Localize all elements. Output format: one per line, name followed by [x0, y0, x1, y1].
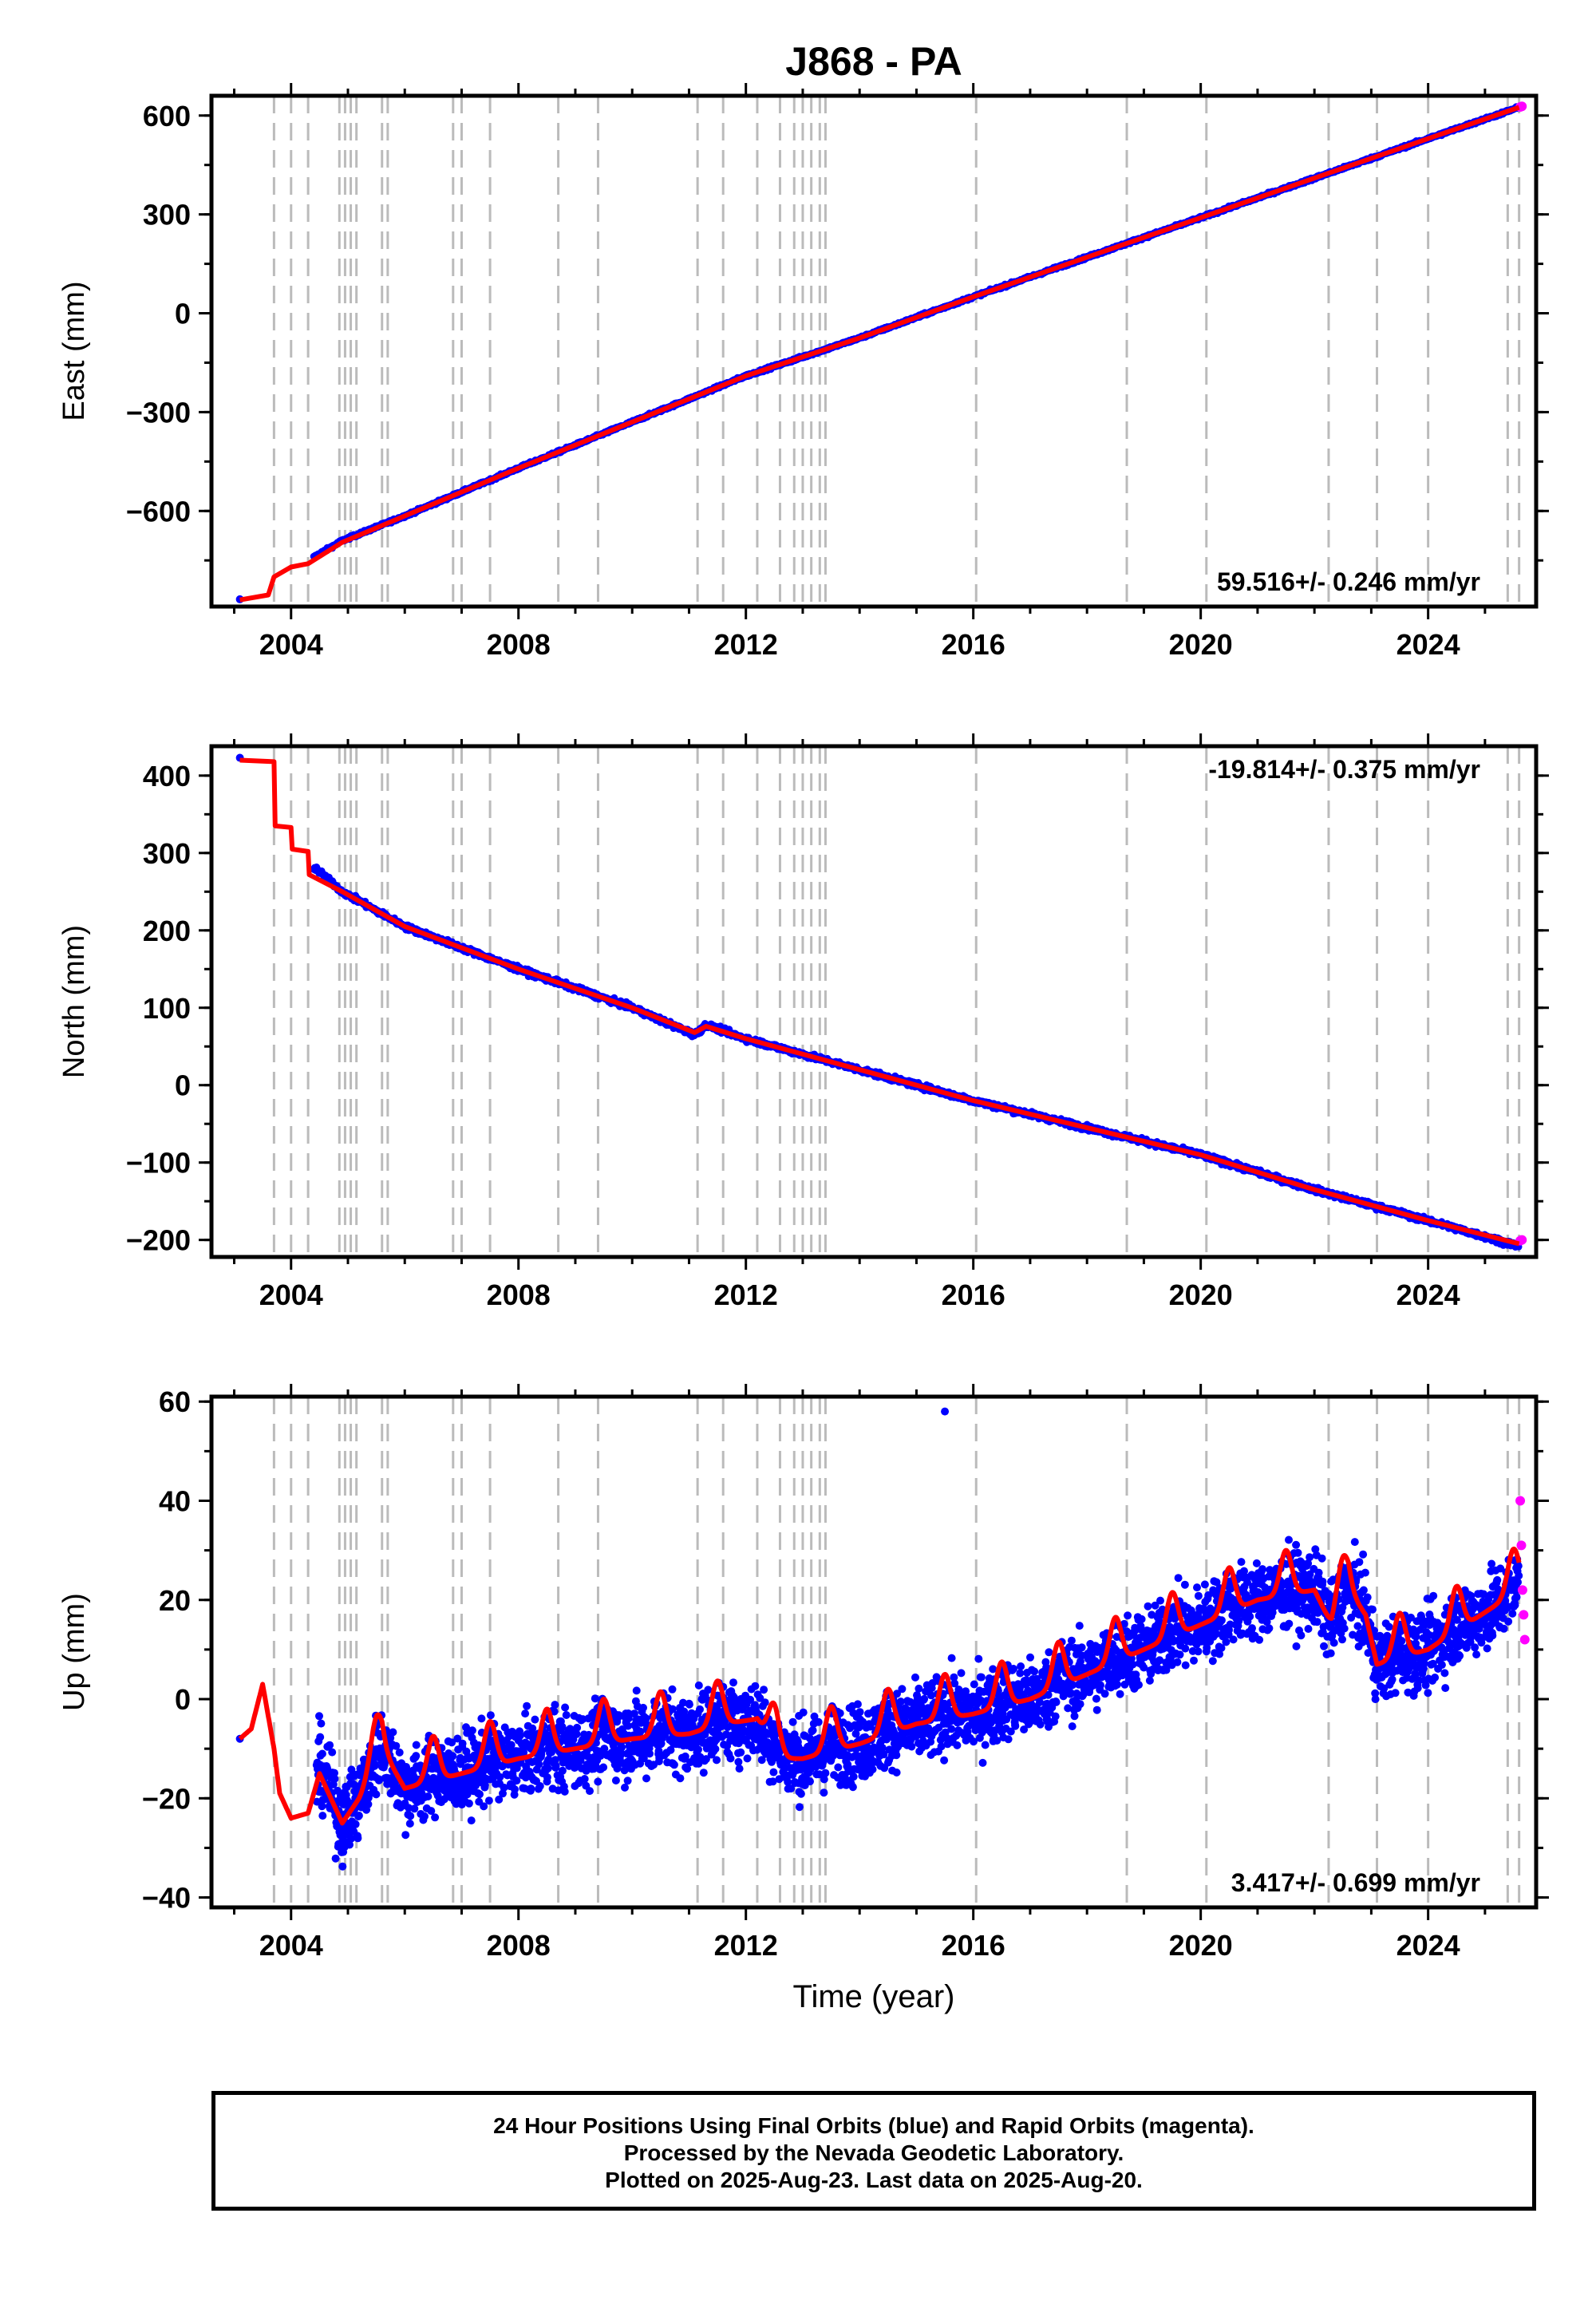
y-tick-label: 600: [143, 100, 191, 132]
y-tick-label: −300: [126, 396, 191, 429]
y-tick-label: −600: [126, 495, 191, 528]
plot-area: [235, 96, 1527, 607]
panel-1: 2004 2008 2012 2016 2020 2024 −600 −300 0 300 600 E…: [57, 83, 1549, 661]
plot-frame: [209, 93, 1539, 609]
timeseries-figure: 2004 2008 2012 2016 2020 2024 −600 −300 0 300 600 E…: [57, 83, 1549, 2014]
rate-label: 59.516+/- 0.246 mm/yr: [1217, 567, 1480, 596]
panel-2: 2004 2008 2012 2016 2020 2024−200−10001002003…: [57, 733, 1549, 1311]
y-axis-label: East (mm): [57, 281, 91, 421]
plot-title: J868 - PA: [785, 39, 962, 84]
x-tick-label: 2008: [487, 628, 551, 661]
y-tick-label: 300: [143, 199, 191, 231]
y-tick-label: 0: [175, 298, 191, 330]
x-tick-label: 2024: [1396, 628, 1460, 661]
x-tick-label: 2004: [259, 628, 323, 661]
x-tick-label: 2012: [714, 628, 778, 661]
model-line: [239, 105, 1520, 603]
plot-area: [235, 746, 1527, 1257]
x-tick-label: 2020: [1169, 628, 1233, 661]
x-tick-label: 2016: [942, 628, 1005, 661]
